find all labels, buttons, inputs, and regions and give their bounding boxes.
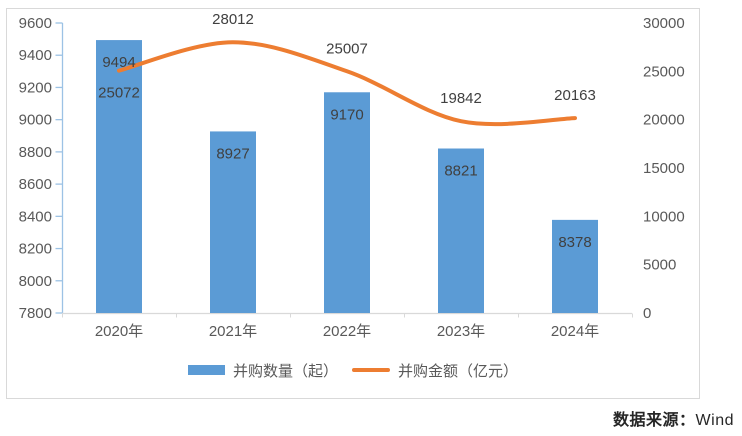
left-axis-tick-label: 9600 (19, 15, 52, 32)
data-source: 数据来源：Wind (613, 406, 734, 430)
data-source-value: Wind (695, 412, 734, 429)
x-axis-label: 2023年 (437, 323, 485, 340)
left-axis-tick-label: 8400 (19, 208, 52, 225)
bar (210, 131, 256, 313)
bar (438, 148, 484, 313)
bar-value-label: 9494 (102, 54, 135, 71)
x-axis-label: 2022年 (323, 323, 371, 340)
left-axis-tick-label: 9200 (19, 79, 52, 96)
chart-legend: 并购数量（起） 并购金额（亿元） (6, 359, 700, 381)
bar-value-label: 9170 (330, 106, 363, 123)
left-axis-tick-label: 8200 (19, 241, 52, 258)
x-axis-label: 2020年 (95, 323, 143, 340)
right-axis-tick-label: 15000 (643, 160, 685, 177)
legend-bar-swatch-icon (187, 365, 225, 375)
left-axis-tick-label: 7800 (19, 305, 52, 322)
right-axis-tick-label: 25000 (643, 63, 685, 80)
line-value-label: 19842 (440, 90, 482, 107)
right-axis-tick-label: 5000 (643, 257, 676, 274)
right-axis-tick-label: 20000 (643, 112, 685, 129)
data-source-label: 数据来源： (613, 412, 696, 429)
x-axis-label: 2021年 (209, 323, 257, 340)
bar-value-label: 8821 (444, 163, 477, 180)
left-axis-tick-label: 9000 (19, 112, 52, 129)
left-axis-tick-label: 8600 (19, 176, 52, 193)
left-axis-tick-label: 8800 (19, 144, 52, 161)
bar (552, 219, 598, 313)
legend-line-swatch-icon (352, 368, 390, 372)
line-value-label: 28012 (212, 11, 254, 28)
line-value-label: 25007 (326, 40, 368, 57)
legend-label: 并购数量（起） (232, 362, 338, 380)
right-axis-tick-label: 10000 (643, 208, 685, 225)
legend-label: 并购金额（亿元） (398, 362, 519, 380)
line-value-label: 20163 (554, 87, 596, 104)
legend-item: 并购金额（亿元） (352, 360, 518, 381)
bar-value-label: 8378 (558, 234, 591, 251)
right-axis-tick-label: 30000 (643, 15, 685, 32)
bar-value-label: 8927 (216, 145, 249, 162)
left-axis-tick-label: 8000 (19, 273, 52, 290)
trend-line (117, 40, 577, 127)
legend-item: 并购数量（起） (187, 360, 338, 381)
x-axis-label: 2024年 (551, 323, 599, 340)
left-axis-tick-label: 9400 (19, 47, 52, 64)
combo-chart: 9600 9400 9200 9000 8800 8600 8400 8200 8000 7800… (6, 8, 700, 399)
bar (324, 92, 370, 314)
right-axis-tick-label: 0 (643, 305, 651, 322)
bar (96, 40, 142, 313)
line-value-label: 25072 (98, 85, 140, 102)
